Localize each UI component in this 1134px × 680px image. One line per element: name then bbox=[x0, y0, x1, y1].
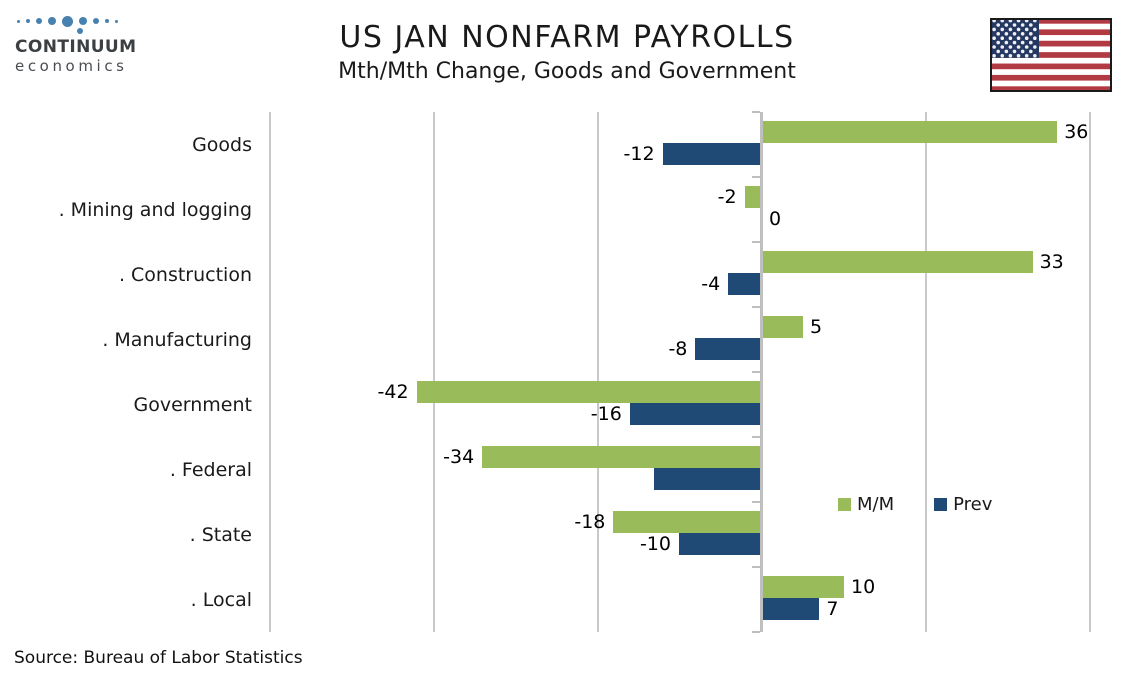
bar-prev-5 bbox=[654, 468, 761, 490]
value-label: -12 bbox=[623, 143, 655, 165]
legend-label: Prev bbox=[953, 494, 993, 515]
bar-mm-0 bbox=[762, 121, 1058, 143]
value-label: -4 bbox=[701, 273, 721, 295]
zero-axis bbox=[760, 112, 763, 632]
bar-mm-7 bbox=[762, 576, 844, 598]
value-label: -34 bbox=[443, 446, 475, 468]
bar-mm-2 bbox=[762, 251, 1033, 273]
bar-prev-0 bbox=[662, 143, 761, 165]
value-label: 0 bbox=[769, 208, 782, 230]
axis-tick bbox=[752, 241, 760, 243]
legend-label: M/M bbox=[857, 494, 895, 515]
bar-mm-5 bbox=[482, 446, 761, 468]
continuum-dots-icon bbox=[15, 15, 145, 34]
category-label: . Local bbox=[190, 588, 252, 611]
value-label: 5 bbox=[810, 316, 823, 338]
bar-mm-1 bbox=[744, 186, 761, 208]
value-label: -16 bbox=[590, 403, 622, 425]
value-label: -2 bbox=[717, 186, 737, 208]
gridline bbox=[269, 112, 271, 632]
chart-subtitle: Mth/Mth Change, Goods and Government bbox=[338, 59, 796, 84]
category-label: . Federal bbox=[169, 458, 252, 481]
bar-prev-4 bbox=[629, 403, 761, 425]
category-label: . Manufacturing bbox=[102, 328, 252, 351]
category-label: . Mining and logging bbox=[58, 198, 252, 221]
value-label: 7 bbox=[826, 598, 839, 620]
chart-title: US JAN NONFARM PAYROLLS bbox=[339, 20, 795, 55]
gridline bbox=[597, 112, 599, 632]
category-label: . State bbox=[189, 523, 252, 546]
bar-prev-3 bbox=[695, 338, 761, 360]
legend-swatch-icon bbox=[838, 498, 851, 511]
value-label: 10 bbox=[851, 576, 876, 598]
value-label: -8 bbox=[668, 338, 688, 360]
gridline bbox=[925, 112, 927, 632]
logo-sub-text: economics bbox=[15, 57, 128, 75]
bar-mm-6 bbox=[613, 511, 761, 533]
legend: M/M Prev bbox=[838, 494, 992, 515]
chart-header: US JAN NONFARM PAYROLLS Mth/Mth Change, … bbox=[0, 20, 1134, 84]
axis-tick bbox=[752, 111, 760, 113]
value-label: -10 bbox=[639, 533, 671, 555]
axis-tick bbox=[752, 436, 760, 438]
value-label: -18 bbox=[574, 511, 606, 533]
axis-tick bbox=[752, 176, 760, 178]
logo-brand-text: CONTINUUM bbox=[15, 37, 137, 57]
legend-item-mm: M/M bbox=[838, 494, 894, 515]
bar-mm-4 bbox=[416, 381, 761, 403]
gridline bbox=[1089, 112, 1091, 632]
source-note: Source: Bureau of Labor Statistics bbox=[14, 648, 303, 668]
value-label: -42 bbox=[377, 381, 409, 403]
us-flag-icon bbox=[990, 18, 1112, 92]
axis-tick bbox=[752, 306, 760, 308]
axis-tick bbox=[752, 631, 760, 633]
gridline bbox=[433, 112, 435, 632]
bar-mm-3 bbox=[762, 316, 803, 338]
axis-tick bbox=[752, 566, 760, 568]
axis-tick bbox=[752, 501, 760, 503]
category-label: . Construction bbox=[118, 263, 252, 286]
continuum-logo: CONTINUUM economics bbox=[15, 15, 145, 75]
bar-prev-6 bbox=[679, 533, 761, 555]
value-label: 36 bbox=[1064, 121, 1089, 143]
category-label: Goods bbox=[192, 133, 252, 156]
bar-prev-2 bbox=[728, 273, 761, 295]
bar-prev-7 bbox=[762, 598, 820, 620]
value-label: 33 bbox=[1039, 251, 1064, 273]
category-label: Government bbox=[133, 393, 253, 416]
axis-tick bbox=[752, 371, 760, 373]
legend-item-prev: Prev bbox=[934, 494, 992, 515]
legend-swatch-icon bbox=[934, 498, 948, 511]
